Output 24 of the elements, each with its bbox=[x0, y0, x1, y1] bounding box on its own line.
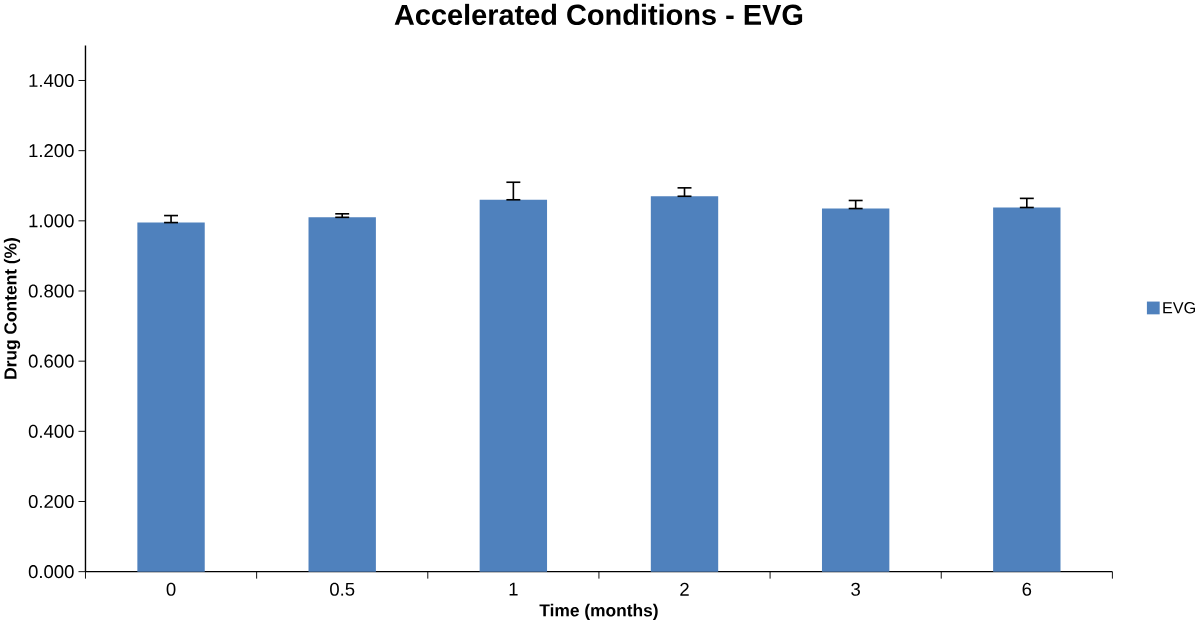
bar bbox=[308, 217, 376, 572]
x-tick-label: 2 bbox=[680, 582, 689, 596]
y-tick-label: 0.400 bbox=[28, 424, 74, 438]
bar bbox=[137, 222, 205, 572]
legend-label: EVG bbox=[1163, 302, 1196, 314]
x-axis-title: Time (months) bbox=[539, 603, 658, 621]
chart-title: Accelerated Conditions - EVG bbox=[394, 3, 803, 26]
x-tick-label: 3 bbox=[851, 582, 860, 596]
y-tick-label: 0.200 bbox=[28, 495, 74, 509]
bar bbox=[479, 199, 548, 572]
y-axis-title: Drug Content (%) bbox=[3, 238, 21, 379]
y-tick-label: 1.400 bbox=[29, 74, 74, 88]
bar bbox=[993, 207, 1061, 572]
x-tick-label: 6 bbox=[1022, 582, 1032, 596]
x-tick-label: 0 bbox=[166, 582, 176, 596]
y-tick-label: 0.800 bbox=[28, 284, 74, 298]
y-tick-label: 0.600 bbox=[28, 354, 74, 368]
bar bbox=[650, 196, 719, 572]
y-tick-label: 0.000 bbox=[28, 565, 74, 579]
y-tick-label: 1.200 bbox=[29, 144, 74, 158]
y-tick-label: 1.000 bbox=[29, 214, 74, 228]
bar bbox=[821, 208, 890, 572]
x-tick-label: 1 bbox=[509, 582, 518, 596]
x-tick-label: 0.5 bbox=[330, 582, 355, 596]
